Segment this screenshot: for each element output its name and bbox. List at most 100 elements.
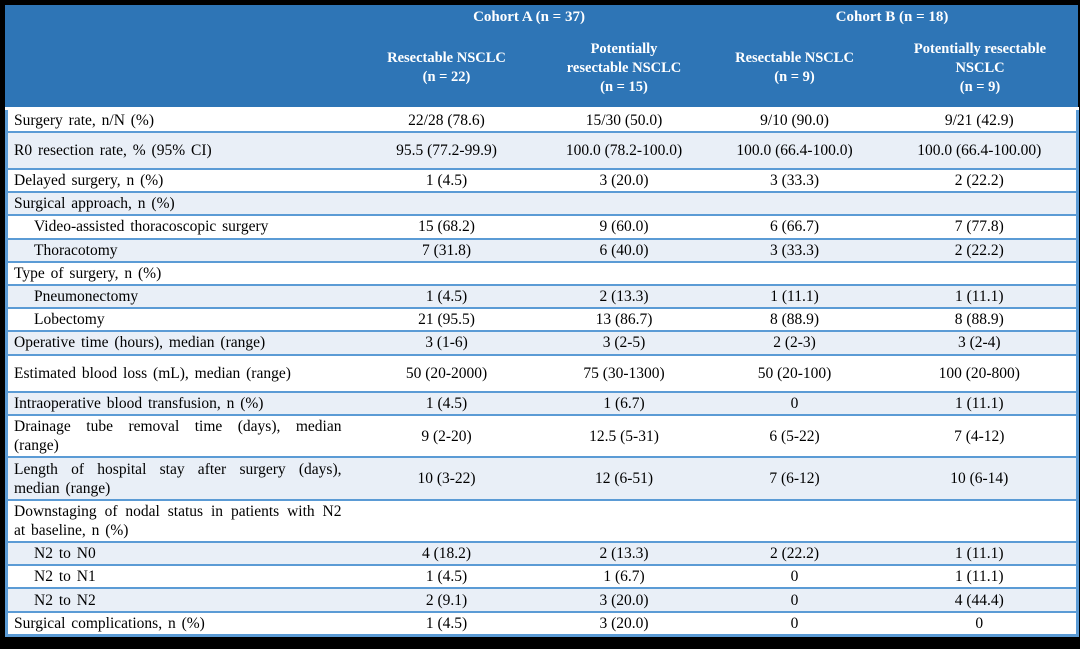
cell-value: 3 (20.0) <box>541 587 707 612</box>
cell-value: 1 (11.1) <box>882 541 1078 566</box>
column-header-cohort-a-resectable: Resectable NSCLC (n = 22) <box>351 30 542 110</box>
header-empty-cell <box>6 5 352 30</box>
row-label: R0 resection rate, % (95% CI) <box>6 130 352 169</box>
surgical-outcomes-table: Cohort A (n = 37) Cohort B (n = 18) Rese… <box>5 5 1079 637</box>
cell-value: 3 (1-6) <box>351 330 542 355</box>
cell-value: 8 (88.9) <box>882 307 1078 332</box>
cell-value: 1 (11.1) <box>882 564 1078 589</box>
row-label: Surgical complications, n (%) <box>6 610 352 636</box>
cell-value <box>706 260 883 285</box>
cell-value: 1 (4.5) <box>351 167 542 193</box>
cell-value: 2 (22.2) <box>882 237 1078 262</box>
table-row: Surgical complications, n (%) 1 (4.5) 3 (2… <box>6 610 1078 636</box>
table-row: Thoracotomy 7 (31.8) 6 (40.0) 3 (33.3) 2 (22… <box>6 237 1078 262</box>
table-row: Operative time (hours), median (range) 3 … <box>6 330 1078 355</box>
table-body: Surgery rate, n/N (%) 22/28 (78.6) 15/30 (… <box>6 107 1078 636</box>
table-row: Video-assisted thoracoscopic surgery 15 (… <box>6 214 1078 239</box>
cell-value: 95.5 (77.2-99.9) <box>351 130 542 169</box>
row-label: Downstaging of nodal status in patients … <box>6 498 352 543</box>
cell-value: 4 (18.2) <box>351 541 542 566</box>
cell-value <box>706 498 883 543</box>
cell-value: 0 <box>882 610 1078 636</box>
table-row: Length of hospital stay after surgery (d… <box>6 456 1078 500</box>
table-row: Estimated blood loss (mL), median (range… <box>6 353 1078 392</box>
cell-value <box>541 260 707 285</box>
cell-value: 1 (11.1) <box>882 283 1078 309</box>
row-label: N2 to N0 <box>6 541 352 566</box>
table-row: Lobectomy 21 (95.5) 13 (86.7) 8 (88.9) 8 (88… <box>6 307 1078 332</box>
row-label: Length of hospital stay after surgery (d… <box>6 456 352 500</box>
cell-value: 13 (86.7) <box>541 307 707 332</box>
row-label: Drainage tube removal time (days), media… <box>6 413 352 458</box>
cohort-a-header: Cohort A (n = 37) <box>351 5 707 30</box>
row-label: Pneumonectomy <box>6 283 352 309</box>
cell-value: 2 (2-3) <box>706 330 883 355</box>
cell-value: 2 (22.2) <box>882 167 1078 193</box>
cell-value: 3 (33.3) <box>706 237 883 262</box>
cell-value: 2 (13.3) <box>541 283 707 309</box>
cell-value: 1 (4.5) <box>351 390 542 415</box>
table-row: Drainage tube removal time (days), media… <box>6 413 1078 458</box>
table-frame: Cohort A (n = 37) Cohort B (n = 18) Rese… <box>5 5 1079 637</box>
table-row: Intraoperative blood transfusion, n (%) 1… <box>6 390 1078 415</box>
cell-value: 3 (2-4) <box>882 330 1078 355</box>
row-label: Surgical approach, n (%) <box>6 191 352 216</box>
table-header: Cohort A (n = 37) Cohort B (n = 18) Rese… <box>6 5 1078 110</box>
cell-value: 100 (20-800) <box>882 353 1078 392</box>
column-header-cohort-a-potentially-resectable: Potentially resectable NSCLC (n = 15) <box>541 30 707 110</box>
cell-value <box>541 191 707 216</box>
table-row: N2 to N1 1 (4.5) 1 (6.7) 0 1 (11.1) <box>6 564 1078 589</box>
cell-value <box>882 498 1078 543</box>
cell-value: 9 (2-20) <box>351 413 542 458</box>
cell-value: 100.0 (78.2-100.0) <box>541 130 707 169</box>
cell-value: 7 (77.8) <box>882 214 1078 239</box>
cell-value: 7 (4-12) <box>882 413 1078 458</box>
cell-value: 3 (20.0) <box>541 610 707 636</box>
table-row: Surgical approach, n (%) <box>6 191 1078 216</box>
row-label: N2 to N2 <box>6 587 352 612</box>
table-row: N2 to N0 4 (18.2) 2 (13.3) 2 (22.2) 1 (11.1) <box>6 541 1078 566</box>
table-row: Pneumonectomy 1 (4.5) 2 (13.3) 1 (11.1) 1 (1… <box>6 283 1078 309</box>
cell-value: 7 (6-12) <box>706 456 883 500</box>
cell-value <box>351 498 542 543</box>
table-row: Downstaging of nodal status in patients … <box>6 498 1078 543</box>
column-header-cohort-b-resectable: Resectable NSCLC (n = 9) <box>706 30 883 110</box>
cell-value: 6 (5-22) <box>706 413 883 458</box>
cell-value <box>882 260 1078 285</box>
cohort-group-row: Cohort A (n = 37) Cohort B (n = 18) <box>6 5 1078 30</box>
cell-value <box>706 191 883 216</box>
cell-value: 1 (6.7) <box>541 390 707 415</box>
row-label: Estimated blood loss (mL), median (range… <box>6 353 352 392</box>
cell-value: 15/30 (50.0) <box>541 107 707 132</box>
cell-value: 100.0 (66.4-100.00) <box>882 130 1078 169</box>
cell-value: 50 (20-2000) <box>351 353 542 392</box>
cell-value <box>351 191 542 216</box>
row-label: N2 to N1 <box>6 564 352 589</box>
cell-value <box>541 498 707 543</box>
row-label: Thoracotomy <box>6 237 352 262</box>
cell-value: 10 (3-22) <box>351 456 542 500</box>
row-label: Type of surgery, n (%) <box>6 260 352 285</box>
cell-value: 1 (4.5) <box>351 610 542 636</box>
row-label: Surgery rate, n/N (%) <box>6 107 352 132</box>
cell-value: 1 (11.1) <box>706 283 883 309</box>
cell-value: 4 (44.4) <box>882 587 1078 612</box>
column-header-row: Resectable NSCLC (n = 22) Potentially re… <box>6 30 1078 110</box>
cell-value: 1 (6.7) <box>541 564 707 589</box>
cohort-b-header: Cohort B (n = 18) <box>706 5 1078 30</box>
cell-value: 3 (2-5) <box>541 330 707 355</box>
table-row: Delayed surgery, n (%) 1 (4.5) 3 (20.0) 3 (… <box>6 167 1078 193</box>
cell-value: 10 (6-14) <box>882 456 1078 500</box>
cell-value: 0 <box>706 610 883 636</box>
cell-value: 0 <box>706 564 883 589</box>
row-label: Operative time (hours), median (range) <box>6 330 352 355</box>
cell-value: 3 (20.0) <box>541 167 707 193</box>
cell-value: 2 (9.1) <box>351 587 542 612</box>
row-label: Lobectomy <box>6 307 352 332</box>
cell-value: 2 (22.2) <box>706 541 883 566</box>
cell-value: 3 (33.3) <box>706 167 883 193</box>
table-row: N2 to N2 2 (9.1) 3 (20.0) 0 4 (44.4) <box>6 587 1078 612</box>
header-empty-cell <box>6 30 352 110</box>
cell-value: 2 (13.3) <box>541 541 707 566</box>
cell-value: 1 (11.1) <box>882 390 1078 415</box>
